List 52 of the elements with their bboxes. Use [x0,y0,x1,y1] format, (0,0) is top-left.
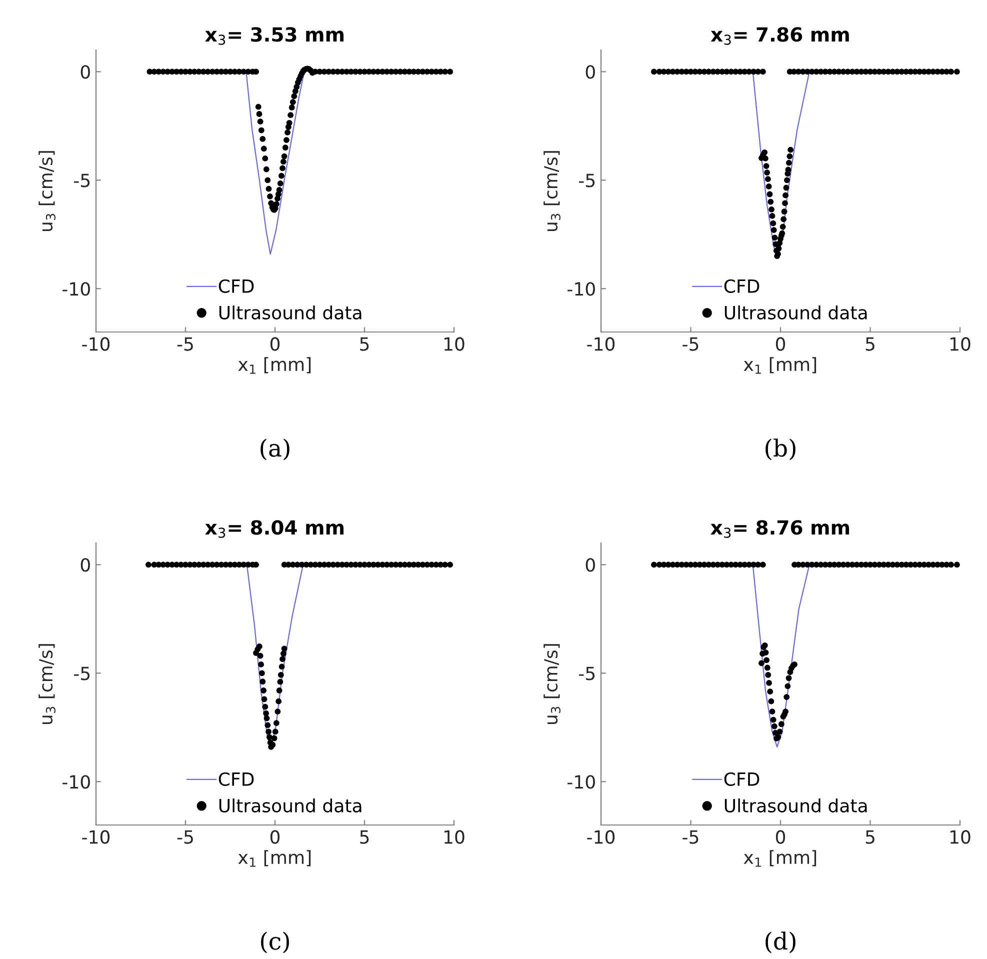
legend-label: Ultrasound data [724,798,867,812]
y-tick-label: -10 [568,775,595,789]
y-tick-label: 0 [80,558,90,572]
y-tick-label: -5 [74,666,90,680]
y-axis-title: u$_{3}$ [cm/s] [38,151,56,231]
x-tick-label: 10 [950,337,970,351]
legend-label: Ultrasound data [724,306,867,320]
chart-title: x$_{3}$= 8.76 mm [710,520,850,538]
chart-title: x$_{3}$= 8.04 mm [205,520,344,538]
x-tick-label: 5 [360,337,369,351]
legend-label: Ultrasound data [219,306,362,320]
legend-label: Ultrasound data [219,798,362,812]
legend-label: CFD [218,772,254,786]
text: (c) [261,932,289,954]
chart-title: x$_{3}$= 7.86 mm [710,27,849,45]
text: (a) [260,438,290,460]
y-tick-label: -5 [579,666,595,680]
y-axis-title: u$_{3}$ [cm/s] [38,644,56,724]
x-axis-title: x$_{1}$ [mm] [238,850,311,867]
y-axis-title: u$_{3}$ [cm/s] [544,644,560,724]
y-tick-label: 0 [586,558,595,572]
x-axis-title: x$_{1}$ [mm] [238,357,311,374]
legend-label: CFD [724,772,760,786]
y-tick-label: 0 [586,65,595,79]
y-tick-label: -10 [62,775,90,789]
x-tick-label: 5 [866,337,874,351]
x-tick-label: 5 [360,830,369,844]
y-tick-label: -10 [568,282,595,296]
legend-label: CFD [218,279,254,293]
x-tick-label: 0 [776,830,786,844]
x-tick-label: 0 [776,337,786,351]
x-axis-title: x$_{1}$ [mm] [744,357,816,374]
y-tick-label: -5 [74,174,90,188]
x-tick-label: 10 [950,830,970,844]
x-tick-label: 5 [866,830,874,844]
legend-label: CFD [724,279,760,293]
x-tick-label: -5 [682,830,698,844]
y-axis-title: u$_{3}$ [cm/s] [544,151,560,231]
y-tick-label: -5 [579,174,595,188]
chart-title: x$_{3}$= 3.53 mm [205,27,344,45]
x-axis-title: x$_{1}$ [mm] [744,850,816,867]
x-tick-label: -5 [177,830,193,844]
x-tick-label: -5 [177,337,193,351]
x-tick-label: 10 [444,830,464,844]
x-tick-label: 10 [444,337,464,351]
y-tick-label: 0 [80,65,90,79]
y-tick-label: -10 [62,282,90,296]
text: (d) [766,932,796,954]
x-tick-label: 0 [270,337,280,351]
x-tick-label: 0 [270,830,280,844]
text: (b) [766,438,796,460]
x-tick-label: -5 [682,337,698,351]
